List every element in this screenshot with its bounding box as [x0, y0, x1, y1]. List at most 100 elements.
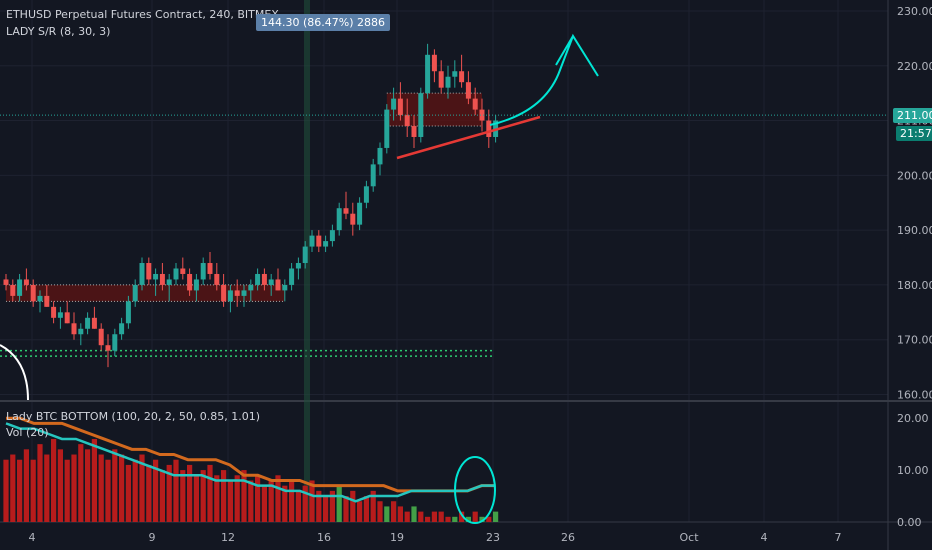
candle-body [343, 208, 349, 214]
time-tick-label: 16 [317, 531, 331, 544]
volume-bar [411, 506, 417, 522]
volume-bar [3, 459, 9, 522]
candle-body [452, 71, 458, 77]
candle-body [234, 290, 240, 296]
candle-body [98, 328, 104, 346]
volume-bar [221, 470, 227, 522]
symbol-legend: ETHUSD Perpetual Futures Contract, 240, … [6, 8, 279, 21]
candle-body [180, 268, 186, 274]
candle-body [227, 290, 233, 302]
volume-bar [343, 496, 349, 522]
candle-body [357, 202, 363, 225]
candle-body [64, 312, 70, 324]
highlight-ellipse [454, 456, 496, 524]
volume-bar [17, 459, 23, 522]
volume-bar [187, 464, 193, 522]
volume-bar [384, 506, 390, 522]
candle-body [159, 273, 165, 285]
measure-tooltip: 144.30 (86.47%) 2886 [256, 14, 391, 31]
volume-bar [112, 449, 118, 522]
time-tick-label: 7 [835, 531, 842, 544]
volume-bar [146, 464, 152, 522]
volume-bar [234, 475, 240, 522]
volume-bar [153, 459, 159, 522]
volume-bar [30, 459, 36, 522]
candle-body [255, 273, 261, 285]
candle-body [302, 246, 308, 264]
candle-body [391, 98, 397, 110]
candle-body [57, 312, 63, 318]
candle-body [214, 273, 220, 285]
volume-bar [200, 470, 206, 522]
volume-bar [64, 459, 70, 522]
volume-bar [323, 496, 329, 522]
candle-body [119, 323, 125, 335]
volume-bar [316, 490, 322, 522]
volume-bar [125, 464, 131, 522]
volume-bar [391, 501, 397, 522]
candle-body [193, 279, 199, 291]
volume-bar [425, 516, 431, 522]
candle-body [241, 290, 247, 296]
candle-body [44, 295, 50, 307]
candle-body [173, 268, 179, 280]
support-band [6, 284, 285, 302]
candle-body [377, 147, 383, 165]
volume-bar [23, 449, 29, 522]
candle-body [125, 301, 131, 324]
time-tick-label: Oct [679, 531, 699, 544]
candle-body [268, 279, 274, 285]
candle-body [486, 120, 492, 137]
trend-line [396, 115, 541, 160]
volume-bar [98, 454, 104, 522]
volume-bar [166, 464, 172, 522]
forecast-arrow [489, 33, 599, 126]
volume-bar [51, 438, 57, 522]
volume-bar [431, 511, 437, 522]
volume-bar [459, 511, 465, 522]
price-tick-label: 230.00 [897, 5, 932, 18]
candle-body [112, 334, 118, 351]
candle-body [384, 109, 390, 148]
candle-body [221, 284, 227, 302]
candle-body [465, 82, 471, 99]
volume-legend: Vol (20) [6, 426, 49, 439]
volume-bar [132, 459, 138, 522]
countdown-tag: 21:57 [896, 126, 932, 141]
candle-body [329, 230, 335, 242]
volume-bar [78, 444, 84, 522]
sr-indicator-legend: LADY S/R (8, 30, 3) [6, 25, 111, 38]
candle-body [370, 164, 376, 187]
candle-body [397, 98, 403, 116]
price-tick-label: 220.00 [897, 60, 932, 73]
volume-bar [139, 454, 145, 522]
time-tick-label: 9 [149, 531, 156, 544]
time-tick-label: 4 [29, 531, 36, 544]
volume-tick-label: 20.00 [897, 412, 929, 425]
teal-indicator-line [5, 422, 496, 503]
volume-bar [10, 454, 16, 522]
candle-body [363, 186, 369, 203]
candle-body [404, 115, 410, 127]
volume-bar [85, 449, 91, 522]
candle-body [153, 273, 159, 280]
volume-bar [44, 454, 50, 522]
candle-body [275, 279, 281, 291]
candle-body [289, 268, 295, 285]
volume-bar [350, 490, 356, 522]
price-tick-label: 170.00 [897, 334, 932, 347]
volume-bar [289, 480, 295, 522]
price-tick-label: 180.00 [897, 279, 932, 292]
volume-bar [57, 449, 63, 522]
time-tick-label: 12 [221, 531, 235, 544]
volume-bar [193, 475, 199, 522]
volume-bar [159, 470, 165, 522]
volume-bar [180, 470, 186, 522]
candle-body [411, 126, 417, 137]
candle-body [479, 109, 485, 121]
volume-bar [282, 485, 288, 522]
volume-bar [357, 501, 363, 522]
volume-tick-label: 0.00 [897, 516, 922, 529]
candle-body [282, 284, 288, 291]
